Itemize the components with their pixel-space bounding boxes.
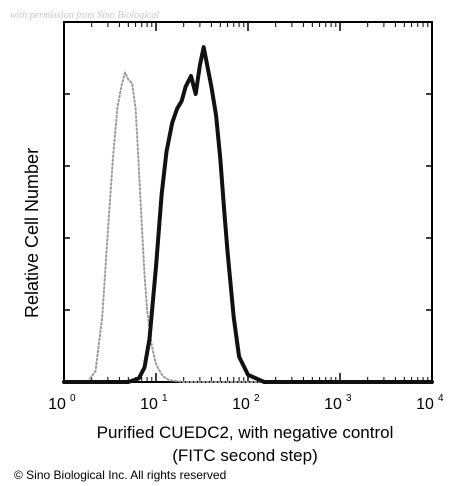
x-tick-exponent: 3 — [346, 393, 352, 404]
x-tick-label: 10 — [416, 396, 434, 413]
x-tick-exponent: 2 — [254, 393, 260, 404]
permission-watermark: with permission from Sino Biological — [10, 10, 160, 21]
copyright-notice: © Sino Biological Inc. All rights reserv… — [14, 468, 227, 482]
x-tick-label: 10 — [324, 396, 342, 413]
x-axis-ticks — [63, 22, 433, 382]
cuedc2-sample-series — [62, 45, 434, 384]
x-tick-labels: 10 0 10 1 10 2 10 3 10 4 — [48, 393, 444, 413]
x-tick-exponent: 4 — [438, 393, 444, 404]
x-tick-label: 10 — [232, 396, 250, 413]
x-tick-label: 10 — [140, 396, 158, 413]
x-axis-label-line1: Purified CUEDC2, with negative control — [96, 423, 394, 442]
series-layer — [62, 45, 434, 384]
x-tick-exponent: 0 — [70, 393, 76, 404]
y-axis-ticks — [64, 21, 432, 383]
plot-frame — [63, 21, 433, 383]
x-tick-label: 10 — [48, 396, 66, 413]
negative-control-series — [63, 71, 433, 383]
x-axis-label-line2: (FITC second step) — [172, 446, 318, 465]
x-tick-exponent: 1 — [162, 393, 168, 404]
